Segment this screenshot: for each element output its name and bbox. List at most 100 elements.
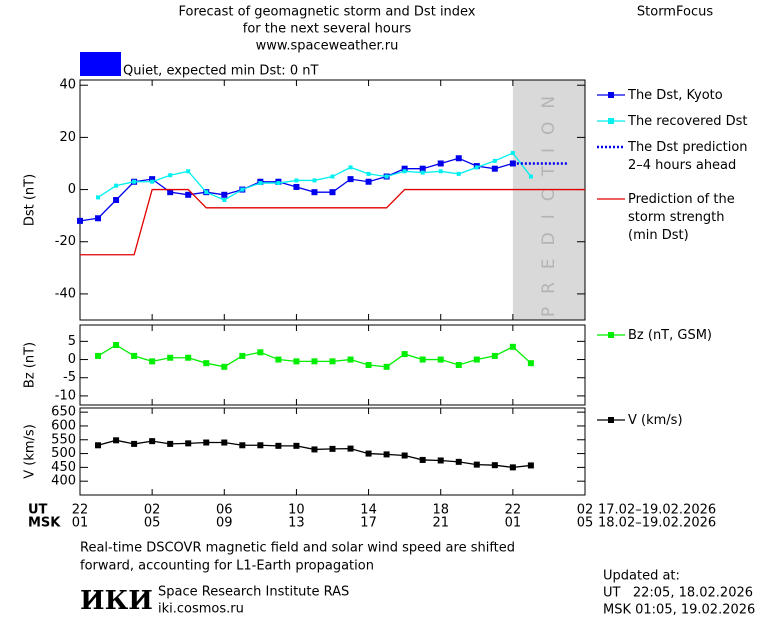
data-point [473,356,480,363]
y-tick-label: -5 [63,370,76,385]
data-point [221,439,228,446]
updated: MSK 01:05, 19.02.2026 [603,603,755,618]
ut-tick-label: 14 [360,503,377,518]
data-point [329,189,336,196]
data-point [491,165,498,172]
msk-tick-label: 09 [216,516,233,531]
legend-label: The recovered Dst [627,114,747,129]
data-point [311,446,318,453]
data-point [167,354,174,361]
data-point [437,160,444,167]
data-point [509,464,516,471]
data-point [239,352,246,359]
y-tick-label: 20 [59,130,76,145]
legend-label: The Dst prediction 2–4 hours ahead [627,140,748,173]
data-point [365,362,372,368]
legend-label: V (km/s) [628,413,683,428]
data-point [401,351,408,358]
data-point [456,171,461,176]
status-text: Quiet, expected min Dst: 0 nT [123,64,318,79]
msk-label: MSK [28,516,61,531]
data-point [329,445,336,452]
data-point [131,440,138,447]
msk-tick-label: 13 [288,516,305,531]
y-tick-label: 550 [51,432,76,447]
ut-label: UT [28,503,48,518]
data-point [329,358,336,365]
data-point [203,439,210,446]
data-point [150,179,155,184]
data-point [402,169,407,174]
data-point [257,442,264,449]
data-point [455,458,462,465]
data-point [275,442,282,449]
y-tick-label: 0 [68,182,76,197]
y-axis-label: V (km/s) [23,424,38,479]
updated: Updated at: [603,569,680,584]
ut-tick-label: 10 [288,503,305,518]
note: forward, accounting for L1-Earth propaga… [80,559,374,574]
legend-marker [608,332,614,338]
data-point [203,360,210,367]
title: Forecast of geomagnetic storm and Dst in… [178,5,475,20]
data-point [437,356,444,363]
ut-tick-label: 22 [72,503,89,518]
msk-tick-label: 21 [432,516,449,531]
data-point [96,195,101,200]
ut-tick-label: 02 [577,503,594,518]
data-point [95,442,102,449]
data-point [114,183,119,188]
data-point [293,183,300,190]
y-tick-label: 400 [51,474,76,489]
plot-frame [79,324,586,406]
y-tick-label: -10 [55,388,76,403]
data-point [113,342,120,348]
data-point [330,174,335,179]
status-box [80,52,121,76]
data-point [221,191,228,198]
legend-marker [608,118,614,124]
updated: UT 22:05, 18.02.2026 [603,586,753,601]
data-point [311,358,318,365]
data-point [221,363,228,370]
data-point [528,174,533,179]
data-point [149,176,156,183]
data-point [420,170,425,175]
institute: Space Research Institute RAS [158,585,349,600]
data-point [365,178,372,185]
ut-tick-label: 02 [144,503,161,518]
data-point [293,442,300,449]
y-tick-label: 650 [51,405,76,420]
data-point [527,462,534,469]
data-point [491,352,498,359]
data-point [438,169,443,174]
data-point [257,349,264,356]
data-point [383,451,390,458]
title: for the next several hours [243,22,412,37]
data-point [185,191,192,198]
logo: ИКИ [80,586,153,616]
ut-tick-label: 18 [432,503,449,518]
data-point [167,440,174,447]
data-point [474,165,479,170]
data-point [113,197,120,203]
data-point [347,176,354,183]
legend-marker [608,417,614,423]
data-point [509,343,516,350]
data-point [149,438,156,445]
prediction-label: PREDICTION [539,83,559,317]
y-tick-label: 0 [68,352,76,367]
legend-label: The Dst, Kyoto [627,88,723,103]
data-point [491,462,498,469]
data-point [527,360,534,367]
ut-tick-label: 06 [216,503,233,518]
data-point [419,356,426,363]
data-point [149,358,156,365]
data-point [437,457,444,464]
data-point [77,217,83,224]
data-point [419,165,426,172]
data-point [222,198,227,202]
data-point [239,442,246,449]
y-tick-label: -20 [55,234,76,249]
